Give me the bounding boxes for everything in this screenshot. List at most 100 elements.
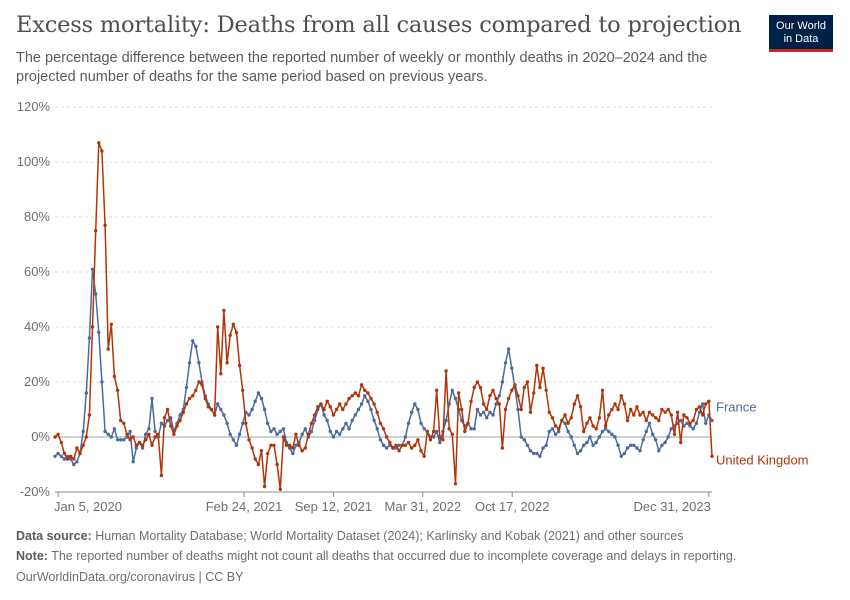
- data-point-united-kingdom: [275, 462, 279, 467]
- data-point-united-kingdom: [147, 432, 151, 436]
- data-point-france: [632, 443, 636, 447]
- data-point-france: [654, 438, 658, 442]
- data-point-united-kingdom: [441, 438, 445, 442]
- data-point-united-kingdom: [68, 454, 73, 458]
- x-tick-label: Oct 17, 2022: [475, 499, 549, 514]
- data-point-france: [363, 394, 367, 398]
- data-point-united-kingdom: [419, 449, 423, 453]
- data-point-united-kingdom: [269, 443, 273, 447]
- data-point-united-kingdom: [231, 322, 235, 326]
- data-point-united-kingdom: [331, 413, 336, 417]
- data-point-france: [591, 443, 595, 447]
- data-point-united-kingdom: [384, 435, 389, 439]
- y-tick-label: 120%: [17, 99, 51, 114]
- data-point-france: [53, 454, 57, 458]
- data-point-france: [416, 407, 420, 412]
- data-point-france: [422, 427, 426, 431]
- data-point-united-kingdom: [444, 369, 448, 373]
- data-point-united-kingdom: [516, 394, 520, 398]
- data-point-united-kingdom: [610, 407, 614, 412]
- data-point-united-kingdom: [234, 330, 239, 335]
- data-point-france: [287, 446, 292, 450]
- data-point-united-kingdom: [456, 391, 461, 395]
- data-point-france: [253, 399, 257, 403]
- data-point-france: [485, 416, 489, 420]
- data-point-france: [566, 429, 570, 434]
- data-point-united-kingdom: [184, 402, 189, 406]
- data-point-france: [103, 429, 107, 434]
- data-point-united-kingdom: [644, 418, 648, 423]
- data-point-united-kingdom: [56, 432, 60, 436]
- data-point-united-kingdom: [140, 443, 145, 447]
- data-point-united-kingdom: [62, 451, 67, 456]
- data-point-united-kingdom: [425, 429, 429, 434]
- data-point-france: [410, 410, 414, 414]
- data-point-france: [237, 432, 242, 436]
- data-point-france: [594, 440, 598, 445]
- data-point-united-kingdom: [212, 413, 217, 417]
- data-point-france: [569, 435, 573, 439]
- data-point-france: [625, 446, 630, 450]
- data-point-united-kingdom: [244, 421, 248, 425]
- owid-logo[interactable]: Our World in Data: [769, 15, 833, 52]
- data-point-france: [381, 443, 386, 447]
- data-point-france: [541, 446, 545, 450]
- data-point-united-kingdom: [350, 394, 354, 398]
- data-point-united-kingdom: [603, 424, 608, 428]
- data-point-united-kingdom: [250, 446, 254, 450]
- data-point-france: [153, 429, 157, 434]
- data-point-united-kingdom: [428, 438, 433, 442]
- data-point-united-kingdom: [594, 427, 598, 431]
- data-point-france: [528, 449, 533, 453]
- data-point-united-kingdom: [413, 443, 417, 447]
- data-point-united-kingdom: [697, 405, 702, 409]
- data-point-united-kingdom: [475, 380, 480, 384]
- x-tick-label: Mar 31, 2022: [385, 499, 462, 514]
- legend-label-france: France: [716, 400, 756, 415]
- data-point-united-kingdom: [159, 473, 164, 478]
- data-point-france: [616, 443, 620, 447]
- data-point-united-kingdom: [641, 410, 645, 414]
- data-point-france: [144, 432, 148, 436]
- data-point-united-kingdom: [366, 391, 370, 395]
- data-point-france: [491, 413, 495, 417]
- data-point-united-kingdom: [422, 454, 426, 458]
- data-point-united-kingdom: [513, 383, 517, 387]
- data-point-france: [269, 429, 273, 434]
- data-source-text: Human Mortality Database; World Mortalit…: [95, 529, 684, 543]
- data-point-france: [94, 292, 98, 296]
- data-point-united-kingdom: [222, 308, 226, 313]
- data-point-united-kingdom: [572, 402, 576, 406]
- data-point-france: [700, 402, 705, 406]
- data-point-france: [372, 418, 376, 423]
- data-point-united-kingdom: [679, 440, 683, 445]
- data-point-united-kingdom: [463, 429, 467, 434]
- source-url-link[interactable]: OurWorldinData.org/coronavirus: [16, 570, 196, 584]
- data-point-france: [475, 407, 480, 412]
- data-point-united-kingdom: [397, 449, 401, 453]
- data-point-france: [688, 424, 692, 428]
- data-point-france: [250, 407, 254, 412]
- data-point-france: [494, 402, 498, 406]
- data-point-france: [334, 429, 339, 434]
- data-point-france: [247, 413, 251, 417]
- x-tick-label: Jan 5, 2020: [54, 499, 122, 514]
- data-point-united-kingdom: [582, 429, 586, 434]
- data-point-united-kingdom: [287, 443, 292, 447]
- data-point-france: [547, 429, 551, 434]
- data-point-france: [115, 438, 120, 442]
- series-france: [53, 267, 714, 467]
- data-point-france: [325, 418, 329, 423]
- data-point-united-kingdom: [538, 385, 542, 390]
- data-point-united-kingdom: [497, 402, 501, 406]
- data-point-france: [397, 443, 401, 447]
- data-point-france: [341, 427, 345, 431]
- data-point-united-kingdom: [206, 405, 210, 409]
- x-tick-label: Feb 24, 2021: [206, 499, 283, 514]
- y-tick-label: 60%: [24, 264, 50, 279]
- note-line: Note: The reported number of deaths migh…: [16, 549, 736, 563]
- excess-mortality-line-chart: -20% 0% 20% 40% 60% 80% 100% 120% Jan 5, 2020 Fe…: [17, 99, 809, 514]
- note-label: Note:: [16, 549, 48, 563]
- data-point-france: [234, 443, 239, 447]
- data-point-united-kingdom: [682, 413, 686, 417]
